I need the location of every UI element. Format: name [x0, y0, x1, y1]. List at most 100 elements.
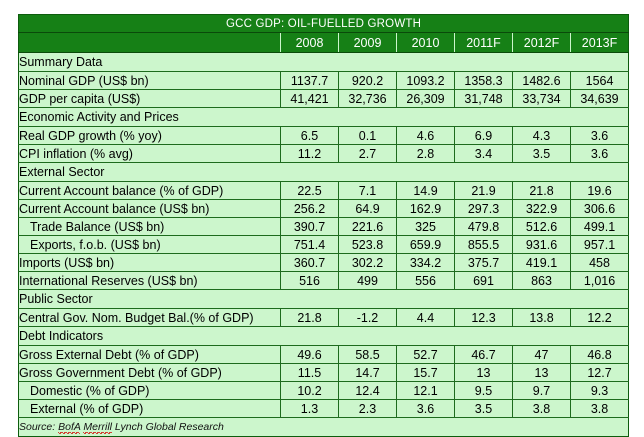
year-header-spacer	[18, 32, 281, 53]
data-cell: 11.2	[280, 144, 339, 163]
source-row: Source: BofA Merrill Lynch Global Resear…	[18, 417, 629, 437]
data-cell: 1,016	[569, 271, 629, 290]
data-cell: 47	[512, 345, 571, 364]
data-cell: 1482.6	[512, 71, 571, 90]
data-cell: 512.6	[512, 217, 571, 236]
data-cell: 58.5	[338, 345, 397, 364]
data-cell: 2.8	[396, 144, 455, 163]
data-cell: 3.6	[569, 144, 629, 163]
data-cell: 64.9	[338, 199, 397, 218]
data-cell: 3.6	[569, 126, 629, 145]
source-spellcheck-word-1: BofA	[58, 421, 81, 434]
data-cell: 334.2	[396, 253, 455, 272]
data-cell: 11.5	[280, 363, 339, 382]
data-cell: 390.7	[280, 217, 339, 236]
row-label: International Reserves (US$ bn)	[18, 271, 281, 290]
section-header-row: Debt Indicators	[18, 326, 629, 346]
data-cell: 855.5	[454, 235, 513, 254]
table-row: Current Account balance (US$ bn) 256.2 64.…	[18, 199, 629, 218]
table-row: Exports, f.o.b. (US$ bn) 751.4 523.8 659.9 8…	[18, 235, 629, 254]
year-column-header: 2011F	[454, 32, 513, 53]
data-cell: 306.6	[569, 199, 629, 218]
data-cell: 34,639	[569, 89, 629, 108]
data-cell: 1137.7	[280, 71, 339, 90]
data-cell: 360.7	[280, 253, 339, 272]
data-cell: 863	[512, 271, 571, 290]
section-heading: Debt Indicators	[18, 326, 629, 346]
data-cell: 9.5	[454, 381, 513, 400]
table-title: GCC GDP: OIL-FUELLED GROWTH	[18, 14, 629, 33]
data-cell: 21.8	[280, 308, 339, 327]
data-cell: 14.9	[396, 181, 455, 200]
data-cell: 22.5	[280, 181, 339, 200]
data-cell: 419.1	[512, 253, 571, 272]
data-cell: 3.4	[454, 144, 513, 163]
table-row: Imports (US$ bn) 360.7 302.2 334.2 375.7 419.…	[18, 253, 629, 272]
table-row: Nominal GDP (US$ bn) 1137.7 920.2 1093.2 135…	[18, 71, 629, 90]
table-row: Real GDP growth (% yoy) 6.5 0.1 4.6 6.9 4.3 3.…	[18, 126, 629, 145]
data-cell: 4.3	[512, 126, 571, 145]
data-cell: 52.7	[396, 345, 455, 364]
row-label: Current Account balance (% of GDP)	[18, 181, 281, 200]
data-cell: 33,734	[512, 89, 571, 108]
table-row: CPI inflation (% avg) 11.2 2.7 2.8 3.4 3.5 3.6	[18, 144, 629, 163]
data-cell: 256.2	[280, 199, 339, 218]
row-label: CPI inflation (% avg)	[18, 144, 281, 163]
data-cell: 325	[396, 217, 455, 236]
data-cell: 4.4	[396, 308, 455, 327]
data-cell: 920.2	[338, 71, 397, 90]
data-cell: 15.7	[396, 363, 455, 382]
row-label: Real GDP growth (% yoy)	[18, 126, 281, 145]
section-header-row: Economic Activity and Prices	[18, 107, 629, 127]
row-label: External (% of GDP)	[18, 399, 281, 418]
data-cell: 458	[569, 253, 629, 272]
source-suffix: Lynch Global Research	[111, 421, 224, 433]
section-heading: Economic Activity and Prices	[18, 107, 629, 127]
source-prefix: Source:	[19, 421, 59, 433]
row-label: Current Account balance (US$ bn)	[18, 199, 281, 218]
row-label: Domestic (% of GDP)	[18, 381, 281, 400]
section-header-row: Summary Data	[18, 52, 629, 72]
data-cell: 31,748	[454, 89, 513, 108]
data-cell: 49.6	[280, 345, 339, 364]
data-cell: 297.3	[454, 199, 513, 218]
source-note: Source: BofA Merrill Lynch Global Resear…	[18, 417, 629, 437]
table-row: Gross Government Debt (% of GDP) 11.5 14.7…	[18, 363, 629, 382]
year-column-header: 2009	[338, 32, 397, 53]
data-cell: 0.1	[338, 126, 397, 145]
data-cell: 516	[280, 271, 339, 290]
data-cell: 302.2	[338, 253, 397, 272]
data-cell: 659.9	[396, 235, 455, 254]
data-cell: 21.8	[512, 181, 571, 200]
data-cell: 9.3	[569, 381, 629, 400]
gcc-gdp-table: GCC GDP: OIL-FUELLED GROWTH 2008 2009 2010…	[18, 14, 630, 437]
gcc-gdp-table-container: GCC GDP: OIL-FUELLED GROWTH 2008 2009 2010…	[18, 14, 630, 437]
data-cell: 13	[512, 363, 571, 382]
data-cell: 1358.3	[454, 71, 513, 90]
row-label: Exports, f.o.b. (US$ bn)	[18, 235, 281, 254]
data-cell: 3.5	[454, 399, 513, 418]
section-header-row: Public Sector	[18, 289, 629, 309]
row-label: Gross External Debt (% of GDP)	[18, 345, 281, 364]
data-cell: 7.1	[338, 181, 397, 200]
table-row: Gross External Debt (% of GDP) 49.6 58.5 52…	[18, 345, 629, 364]
table-row: Trade Balance (US$ bn) 390.7 221.6 325 479.8…	[18, 217, 629, 236]
table-row: International Reserves (US$ bn) 516 499 556…	[18, 271, 629, 290]
year-column-header: 2012F	[512, 32, 571, 53]
data-cell: 13.8	[512, 308, 571, 327]
table-row: External (% of GDP) 1.3 2.3 3.6 3.5 3.8 3.8	[18, 399, 629, 418]
data-cell: 21.9	[454, 181, 513, 200]
data-cell: 12.4	[338, 381, 397, 400]
table-row: Current Account balance (% of GDP) 22.5 7.…	[18, 181, 629, 200]
table-row: GDP per capita (US$) 41,421 32,736 26,309 31…	[18, 89, 629, 108]
data-cell: 3.8	[512, 399, 571, 418]
section-heading: Public Sector	[18, 289, 629, 309]
data-cell: 12.2	[569, 308, 629, 327]
data-cell: 957.1	[569, 235, 629, 254]
data-cell: 12.3	[454, 308, 513, 327]
data-cell: 12.7	[569, 363, 629, 382]
data-cell: 6.5	[280, 126, 339, 145]
data-cell: 46.8	[569, 345, 629, 364]
data-cell: 375.7	[454, 253, 513, 272]
data-cell: 499.1	[569, 217, 629, 236]
